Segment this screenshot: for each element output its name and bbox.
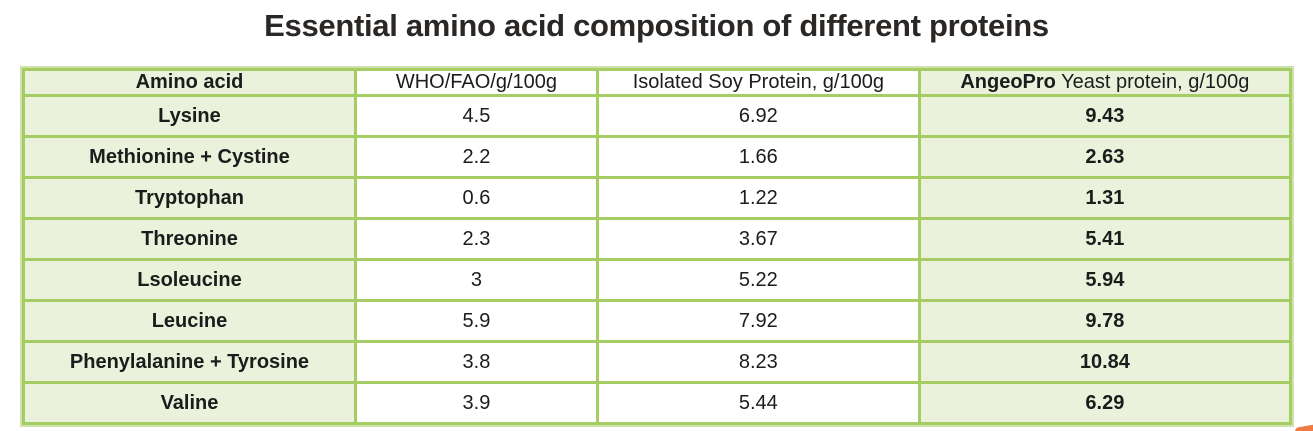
header-angeopro-yeast-protein: AngeoPro Yeast protein, g/100g <box>917 68 1293 97</box>
table-row: Tryptophan 0.6 1.22 1.31 <box>22 176 1293 220</box>
amino-acid-cell: Leucine <box>22 299 357 343</box>
table-row: Methionine + Cystine 2.2 1.66 2.63 <box>22 135 1293 179</box>
amino-acid-cell: Lsoleucine <box>22 258 357 302</box>
soy-protein-value: 5.44 <box>595 381 921 425</box>
angeopro-value: 9.43 <box>917 94 1293 138</box>
who-fao-value: 3 <box>353 258 599 302</box>
amino-acid-cell: Threonine <box>22 217 357 261</box>
soy-protein-value: 5.22 <box>595 258 921 302</box>
header-amino-acid: Amino acid <box>22 68 357 97</box>
table-body: Lysine 4.5 6.92 9.43 Methionine + Cystine 2.2… <box>22 94 1293 425</box>
angeopro-value: 5.41 <box>917 217 1293 261</box>
amino-acid-cell: Valine <box>22 381 357 425</box>
angeopro-brand-label: AngeoPro <box>960 71 1056 93</box>
who-fao-value: 0.6 <box>353 176 599 220</box>
amino-acid-cell: Methionine + Cystine <box>22 135 357 179</box>
soy-protein-value: 1.22 <box>595 176 921 220</box>
header-who-fao: WHO/FAO/g/100g <box>353 68 599 97</box>
who-fao-value: 5.9 <box>353 299 599 343</box>
table-row: Lysine 4.5 6.92 9.43 <box>22 94 1293 138</box>
who-fao-value: 3.8 <box>353 340 599 384</box>
table-row: Valine 3.9 5.44 6.29 <box>22 381 1293 425</box>
who-fao-value: 3.9 <box>353 381 599 425</box>
who-fao-value: 4.5 <box>353 94 599 138</box>
amino-acid-cell: Phenylalanine + Tyrosine <box>22 340 357 384</box>
amino-acid-cell: Tryptophan <box>22 176 357 220</box>
table-row: Lsoleucine 3 5.22 5.94 <box>22 258 1293 302</box>
table-header-row: Amino acid WHO/FAO/g/100g Isolated Soy P… <box>22 68 1293 97</box>
soy-protein-value: 3.67 <box>595 217 921 261</box>
angeopro-value: 1.31 <box>917 176 1293 220</box>
table-row: Leucine 5.9 7.92 9.78 <box>22 299 1293 343</box>
soy-protein-value: 6.92 <box>595 94 921 138</box>
soy-protein-value: 7.92 <box>595 299 921 343</box>
page-title: Essential amino acid composition of diff… <box>264 8 1049 43</box>
angeopro-value: 6.29 <box>917 381 1293 425</box>
soy-protein-value: 8.23 <box>595 340 921 384</box>
header-isolated-soy-protein: Isolated Soy Protein, g/100g <box>595 68 921 97</box>
angeopro-value: 2.63 <box>917 135 1293 179</box>
angeopro-value: 10.84 <box>917 340 1293 384</box>
angeopro-header-rest: Yeast protein, g/100g <box>1055 71 1250 93</box>
soy-protein-value: 1.66 <box>595 135 921 179</box>
orange-corner-accent <box>1294 424 1313 431</box>
who-fao-value: 2.2 <box>353 135 599 179</box>
table-row: Phenylalanine + Tyrosine 3.8 8.23 10.84 <box>22 340 1293 384</box>
angeopro-value: 9.78 <box>917 299 1293 343</box>
amino-acid-table: Amino acid WHO/FAO/g/100g Isolated Soy P… <box>22 68 1293 425</box>
angeopro-value: 5.94 <box>917 258 1293 302</box>
who-fao-value: 2.3 <box>353 217 599 261</box>
amino-acid-cell: Lysine <box>22 94 357 138</box>
table-row: Threonine 2.3 3.67 5.41 <box>22 217 1293 261</box>
